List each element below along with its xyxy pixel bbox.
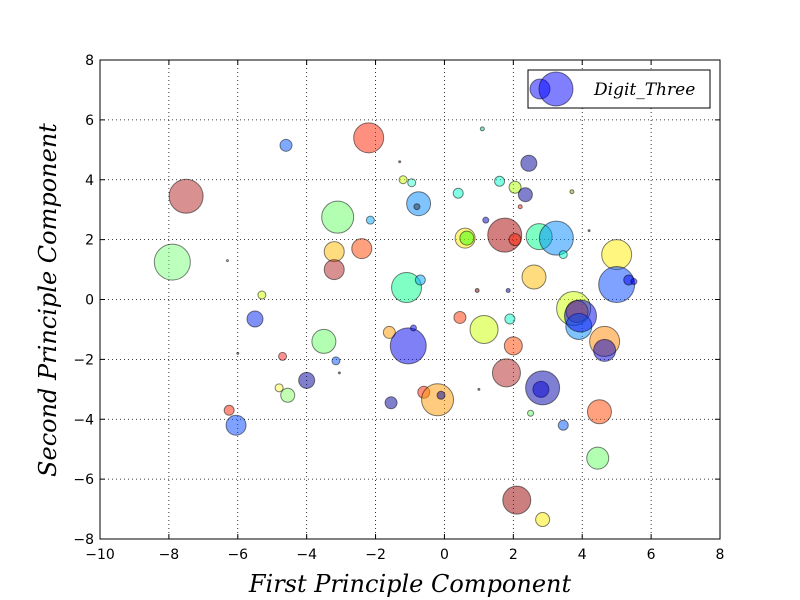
x-axis-label: First Principle Component	[248, 570, 572, 598]
scatter-point	[353, 122, 385, 154]
scatter-point	[407, 178, 417, 188]
y-tick-label: 8	[85, 53, 94, 69]
y-tick-label: 0	[85, 293, 94, 309]
scatter-point	[535, 512, 551, 528]
scatter-point	[586, 446, 610, 470]
scatter-point	[593, 338, 617, 362]
y-tick-label: −2	[73, 352, 94, 368]
scatter-point	[413, 203, 421, 211]
x-tick-label: −6	[227, 547, 248, 563]
y-tick-label: 6	[85, 113, 94, 129]
scatter-point	[474, 288, 480, 294]
scatter-point	[503, 336, 523, 356]
scatter-point	[469, 314, 499, 344]
scatter-point	[225, 414, 247, 436]
x-tick-label: 0	[440, 547, 449, 563]
y-tick-label: 2	[85, 233, 94, 249]
axis-ticks	[99, 59, 721, 540]
scatter-point	[557, 419, 569, 431]
scatter-point	[311, 328, 337, 354]
scatter-point	[168, 178, 204, 214]
legend-marker-large	[538, 71, 574, 107]
scatter-point	[517, 204, 523, 210]
scatter-point	[453, 310, 467, 324]
scatter-point	[452, 187, 464, 199]
scatter-point	[587, 229, 591, 233]
scatter-point	[389, 327, 427, 365]
scatter-point	[477, 387, 481, 391]
scatter-point	[337, 371, 341, 375]
scatter-point	[246, 310, 264, 328]
x-tick-label: 2	[509, 547, 518, 563]
scatter-point	[502, 485, 532, 515]
x-tick-label: −10	[85, 547, 115, 563]
scatter-point	[508, 180, 522, 194]
scatter-point	[436, 390, 446, 400]
scatter-point	[421, 383, 455, 417]
scatter-point	[630, 278, 638, 286]
scatter-point	[558, 250, 568, 260]
scatter-point	[482, 216, 490, 224]
x-tick-label: −8	[159, 547, 180, 563]
scatter-point	[257, 290, 267, 300]
y-tick-label: −4	[73, 412, 94, 428]
scatter-point	[479, 126, 485, 132]
scatter-point	[382, 325, 396, 339]
scatter-point	[520, 154, 538, 172]
data-points	[153, 122, 638, 528]
scatter-point	[398, 160, 402, 164]
x-tick-labels: −10 −8 −6 −4 −2 0 2 4 6 8	[85, 547, 724, 563]
scatter-point	[459, 230, 475, 246]
scatter-point	[279, 138, 293, 152]
legend: Digit_Three	[527, 69, 711, 109]
x-tick-label: 6	[647, 547, 656, 563]
scatter-point	[323, 241, 345, 263]
scatter-point	[223, 404, 235, 416]
scatter-point	[491, 358, 521, 388]
scatter-point	[586, 399, 612, 425]
scatter-point	[298, 371, 316, 389]
scatter-point	[225, 259, 229, 263]
scatter-point	[384, 396, 398, 410]
scatter-point	[280, 387, 296, 403]
scatter-point	[601, 239, 633, 271]
scatter-point	[153, 243, 191, 281]
x-tick-label: −4	[296, 547, 317, 563]
x-tick-label: 8	[716, 547, 725, 563]
scatter-point	[517, 187, 533, 203]
scatter-point	[331, 356, 341, 366]
scatter-point	[527, 409, 535, 417]
scatter-point	[414, 274, 426, 286]
scatter-point	[391, 272, 423, 304]
scatter-point	[538, 220, 574, 256]
scatter-point	[365, 215, 375, 225]
y-tick-label: −8	[73, 532, 94, 548]
scatter-point	[525, 370, 561, 406]
y-tick-label: 4	[85, 173, 94, 189]
scatter-point	[521, 264, 547, 290]
scatter-point	[569, 189, 575, 195]
scatter-point	[323, 259, 345, 281]
scatter-point	[274, 383, 284, 393]
legend-label: Digit_Three	[593, 80, 695, 100]
scatter-point	[398, 175, 408, 185]
y-tick-labels: −8 −6 −4 −2 0 2 4 6 8	[73, 53, 94, 548]
scatter-point	[505, 288, 511, 294]
scatter-point	[236, 351, 240, 355]
scatter-point	[494, 175, 506, 187]
y-axis-label: Second Principle Component	[34, 123, 62, 477]
scatter-point	[508, 233, 522, 247]
scatter-point	[564, 299, 597, 333]
y-tick-label: −6	[73, 472, 94, 488]
scatter-point	[409, 324, 417, 332]
scatter-point	[351, 238, 373, 260]
x-tick-label: 4	[578, 547, 587, 563]
x-tick-label: −2	[365, 547, 386, 563]
scatter-point	[278, 351, 288, 361]
scatter-point	[504, 313, 516, 325]
scatter-point	[321, 200, 355, 234]
